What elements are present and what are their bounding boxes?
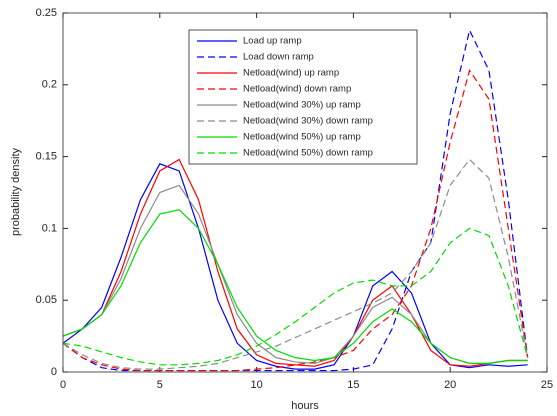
- y-tick-label: 0.2: [42, 79, 57, 91]
- y-tick-label: 0.15: [36, 151, 57, 163]
- x-tick-label: 5: [157, 379, 163, 391]
- series-line: [62, 158, 528, 367]
- y-tick-label: 0.25: [36, 7, 57, 19]
- x-tick-label: 0: [60, 379, 66, 391]
- y-axis-label: probability density: [10, 147, 22, 236]
- legend-label: Load down ramp: [243, 52, 314, 63]
- x-axis-label: hours: [291, 400, 319, 412]
- series-line: [62, 227, 529, 366]
- series-line: [62, 209, 528, 364]
- legend-label: Netload(wind) down ramp: [243, 84, 351, 95]
- y-tick-label: 0.05: [36, 294, 57, 306]
- legend-label: Netload(wind 30%) up ramp: [243, 100, 361, 111]
- legend-label: Netload(wind) up ramp: [243, 68, 339, 79]
- legend-label: Load up ramp: [243, 36, 302, 47]
- plot-frame: [62, 12, 548, 373]
- series-line: [62, 28, 529, 372]
- y-tick-label: 0.1: [42, 222, 57, 234]
- legend: Load up ramp Load down ramp Netload(wind) …: [188, 29, 418, 165]
- x-tick-label: 20: [444, 379, 456, 391]
- legend-label: Netload(wind 50%) down ramp: [243, 148, 373, 159]
- series-line: [62, 69, 529, 372]
- x-tick-label: 25: [541, 379, 553, 391]
- x-tick-label: 10: [250, 379, 262, 391]
- series-line: [62, 158, 529, 370]
- y-tick-label: 0: [51, 366, 57, 378]
- legend-label: Netload(wind 50%) up ramp: [243, 132, 361, 143]
- x-tick-label: 15: [347, 379, 359, 391]
- legend-box: [188, 29, 418, 165]
- legend-label: Netload(wind 30%) down ramp: [243, 116, 373, 127]
